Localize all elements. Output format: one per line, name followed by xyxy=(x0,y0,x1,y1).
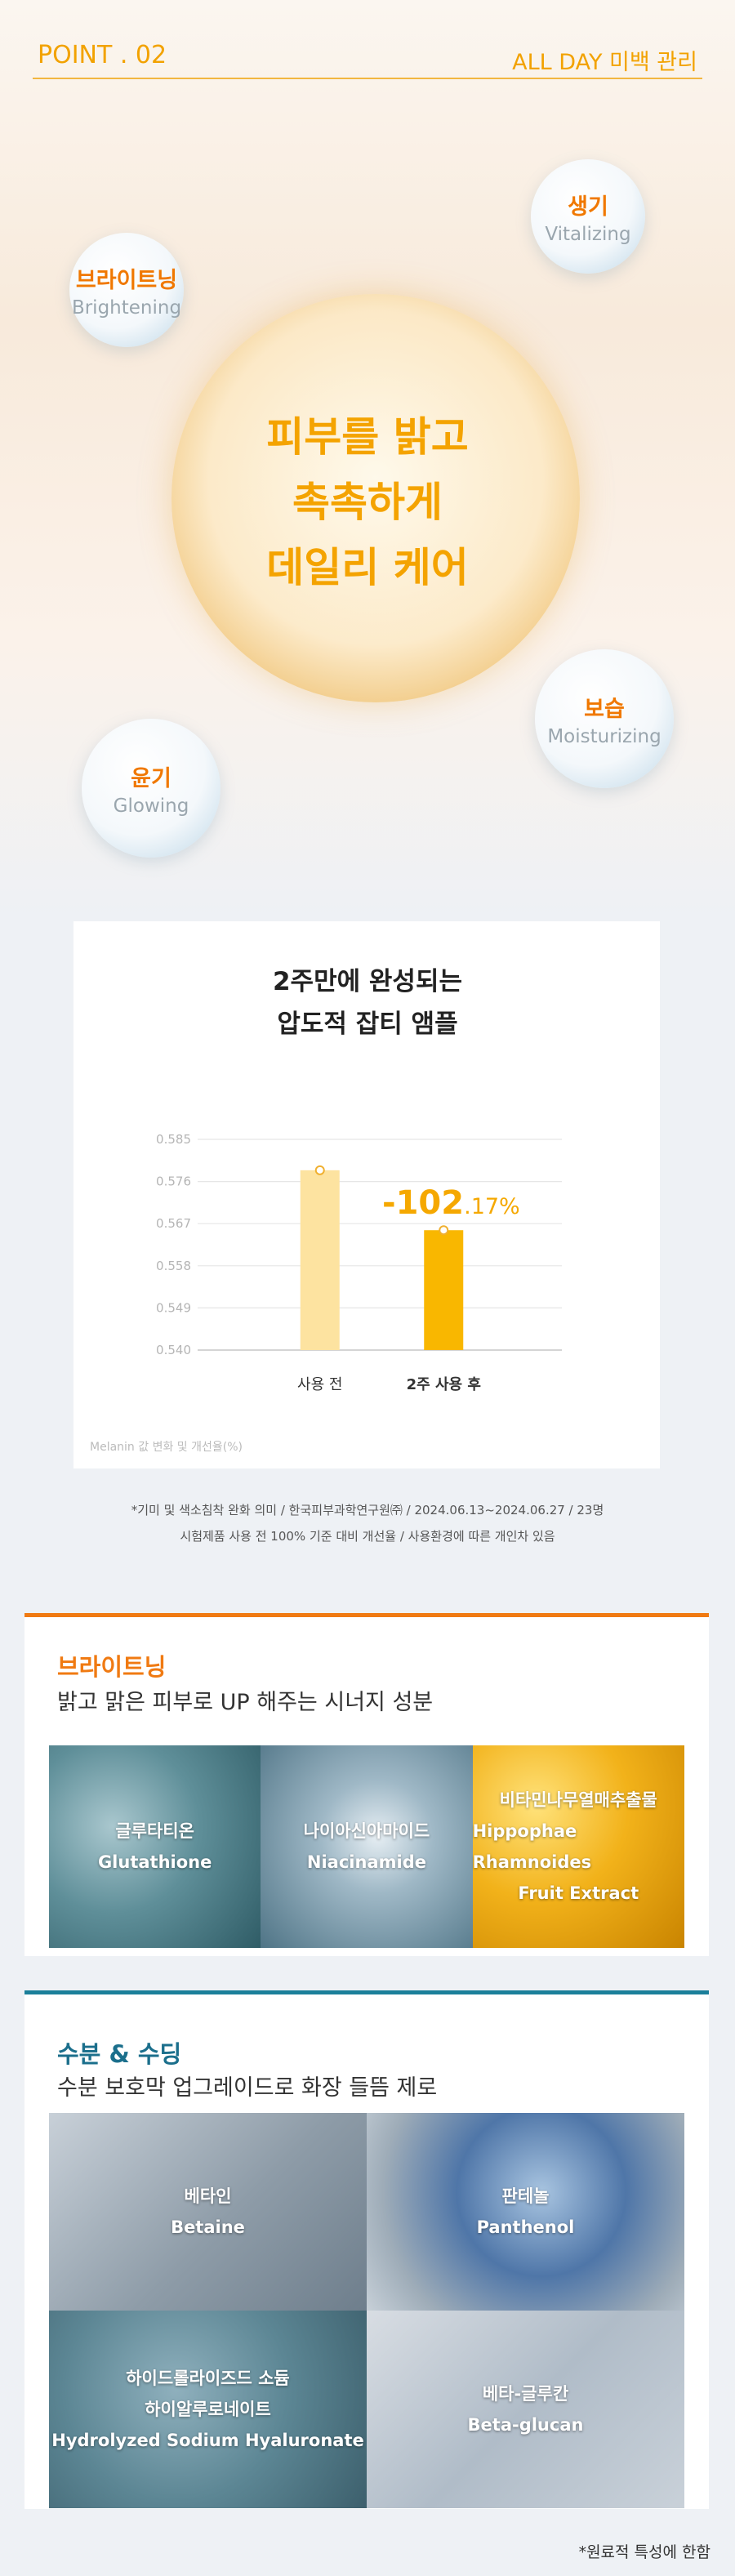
ingredient-tile: 판테놀 Panthenol xyxy=(367,2113,684,2311)
chart-card xyxy=(74,921,660,1468)
tile-label: 나이아신아마이드 xyxy=(303,1821,430,1841)
tile-label: 베타-글루칸 xyxy=(482,2384,569,2404)
annotation: -102.17% xyxy=(382,1184,520,1222)
section-subtitle: 수분 보호막 업그레이드로 화장 들뜸 제로 xyxy=(57,2075,438,2101)
bubble-ko: 브라이트닝 xyxy=(75,267,178,293)
bar xyxy=(424,1230,464,1350)
chart: 2주만에 완성되는 압도적 잡티 앰플 Melanin 값 변화 및 개선율(%… xyxy=(90,967,562,1454)
section-subtitle: 밝고 맑은 피부로 UP 해주는 시너지 성분 xyxy=(57,1690,434,1715)
headline: 데일리 케어 xyxy=(266,544,469,591)
note: *기미 및 색소침착 완화 의미 / 한국피부과학연구원㈜ / 2024.06.… xyxy=(131,1503,604,1518)
tile-label: 글루타티온 xyxy=(115,1821,194,1841)
gold-bubble xyxy=(172,294,580,702)
tile-label: 비타민나무열매추출물 xyxy=(499,1790,657,1810)
tile-label: Hippophae Rhamnoides xyxy=(472,1821,592,1872)
tile-label: Betaine xyxy=(171,2217,245,2237)
y-tick-label: 0.549 xyxy=(156,1300,191,1315)
tile-label: Fruit Extract xyxy=(518,1883,639,1903)
note: 시험제품 사용 전 100% 기준 대비 개선율 / 사용환경에 따른 개인차 … xyxy=(180,1529,555,1544)
annotation-decimal: .17% xyxy=(464,1194,520,1219)
chart-title: 압도적 잡티 앰플 xyxy=(277,1009,457,1039)
x-tick-label: 사용 전 xyxy=(297,1376,342,1393)
bar xyxy=(300,1170,340,1350)
headline: 피부를 밝고 xyxy=(266,413,469,461)
tile-label: Hydrolyzed Sodium Hyaluronate xyxy=(51,2431,364,2450)
tile-label: Niacinamide xyxy=(306,1852,426,1872)
bubble-en: Brightening xyxy=(71,296,182,319)
header-right: ALL DAY 미백 관리 xyxy=(512,50,697,75)
ingredient-tile: 비타민나무열매추출물 Hippophae Rhamnoides Fruit Extr… xyxy=(472,1745,684,1948)
bubble-en: Vitalizing xyxy=(545,223,631,245)
bubble-en: Glowing xyxy=(113,795,189,817)
hero: POINT . 02 ALL DAY 미백 관리 피부를 밝고 촉촉하게 데일리… xyxy=(0,0,735,919)
x-tick-label: 2주 사용 후 xyxy=(407,1376,481,1393)
bar-marker xyxy=(439,1225,449,1236)
tile-label: 판테놀 xyxy=(501,2186,550,2206)
y-tick-label: 0.576 xyxy=(156,1174,191,1189)
section-title: 수분 & 수딩 xyxy=(57,2040,182,2068)
tile-label: Glutathione xyxy=(97,1852,212,1872)
annotation-main: -102 xyxy=(382,1184,464,1222)
section-title: 브라이트닝 xyxy=(57,1653,167,1681)
bubble: 생기 Vitalizing xyxy=(531,159,645,274)
bubble-en: Moisturizing xyxy=(547,725,662,747)
y-tick-label: 0.558 xyxy=(156,1259,191,1273)
tile-label: 베타인 xyxy=(184,2186,232,2206)
tile-label: 하이드롤라이즈드 소듐 xyxy=(126,2369,290,2388)
ingredient-tile: 글루타티온 Glutathione xyxy=(49,1745,261,1948)
bubble-ko: 보습 xyxy=(584,696,625,722)
bubble: 보습 Moisturizing xyxy=(535,649,674,788)
tile-label: Panthenol xyxy=(476,2217,575,2237)
y-tick-label: 0.585 xyxy=(156,1132,191,1147)
bubble: 브라이트닝 Brightening xyxy=(69,233,184,347)
tile-label: 하이알루로네이트 xyxy=(145,2400,271,2419)
bubble-ko: 생기 xyxy=(568,194,608,220)
bar-marker xyxy=(314,1165,325,1175)
bubble-ko: 윤기 xyxy=(131,765,172,791)
chart-title: 2주만에 완성되는 xyxy=(273,967,462,996)
headline: 촉촉하게 xyxy=(292,479,443,526)
y-tick-label: 0.567 xyxy=(156,1216,191,1231)
bubble: 윤기 Glowing xyxy=(82,719,220,858)
section: 브라이트닝 밝고 맑은 피부로 UP 해주는 시너지 성분 글루타티온 Gluta… xyxy=(24,1613,709,1956)
y-tick-label: 0.540 xyxy=(156,1343,191,1357)
point-label: POINT . 02 xyxy=(38,41,167,69)
axis-note: Melanin 값 변화 및 개선율(%) xyxy=(90,1441,243,1454)
ingredient-tile: 베타-글루칸 Beta-glucan xyxy=(367,2311,684,2508)
ingredient-tile: 베타인 Betaine xyxy=(49,2113,367,2311)
ingredient-tile: 나이아신아마이드 Niacinamide xyxy=(261,1745,473,1948)
footnote: *원료적 특성에 한함 xyxy=(578,2543,710,2561)
header-rule xyxy=(33,78,702,79)
tile-label: Beta-glucan xyxy=(467,2415,584,2435)
section: 수분 & 수딩 수분 보호막 업그레이드로 화장 들뜸 제로 베타인 Betain… xyxy=(24,1990,709,2509)
